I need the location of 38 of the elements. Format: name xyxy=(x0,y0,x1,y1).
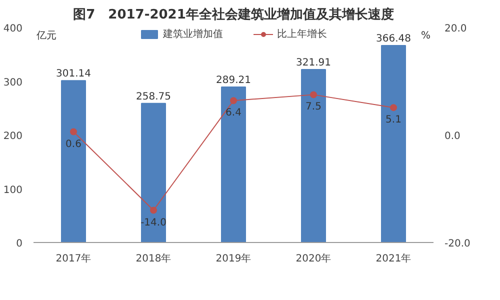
y-tick-label: 300 xyxy=(3,77,23,88)
data-label: 289.21 xyxy=(216,75,252,86)
data-label: 5.1 xyxy=(386,114,402,126)
bar xyxy=(141,102,166,242)
y-tick-label: 400 xyxy=(3,24,23,34)
chart-title: 图7 2017-2021年全社会建筑业增加值及其增长速度 xyxy=(73,6,394,22)
bar xyxy=(301,68,326,242)
y-axis-title: 亿元 xyxy=(36,30,56,42)
y2-tick-label: 20.0 xyxy=(444,24,467,34)
bar xyxy=(61,80,86,242)
legend-label: 比上年增长 xyxy=(277,28,327,41)
y-tick-label: 200 xyxy=(3,131,23,142)
data-label: 301.14 xyxy=(56,68,92,80)
data-label: 321.91 xyxy=(296,57,332,68)
x-tick-label: 2020年 xyxy=(296,252,332,264)
point xyxy=(390,104,397,112)
point xyxy=(150,206,157,214)
bar xyxy=(381,45,406,242)
y-tick-label: 100 xyxy=(3,184,23,196)
y-tick-label: 0 xyxy=(16,238,23,250)
x-tick-label: 2019年 xyxy=(216,252,252,264)
legend-label: 建筑业增加值 xyxy=(163,28,223,41)
data-label: 366.48 xyxy=(376,34,412,45)
bar xyxy=(221,86,246,242)
point xyxy=(310,91,317,98)
x-tick-label: 2018年 xyxy=(136,252,172,264)
y2-axis-title: % xyxy=(421,30,431,42)
data-label: 6.4 xyxy=(226,108,242,119)
x-tick-label: 2017年 xyxy=(56,252,92,264)
y2-tick-label: 0.0 xyxy=(444,131,460,142)
data-label: -14.0 xyxy=(140,217,166,228)
point xyxy=(230,97,237,104)
data-label: 258.75 xyxy=(136,91,172,102)
x-tick-label: 2021年 xyxy=(376,252,412,264)
data-label: 7.5 xyxy=(306,102,322,113)
y2-tick-label: -20.0 xyxy=(444,238,470,250)
point xyxy=(70,128,77,136)
data-label: 0.6 xyxy=(66,138,82,150)
